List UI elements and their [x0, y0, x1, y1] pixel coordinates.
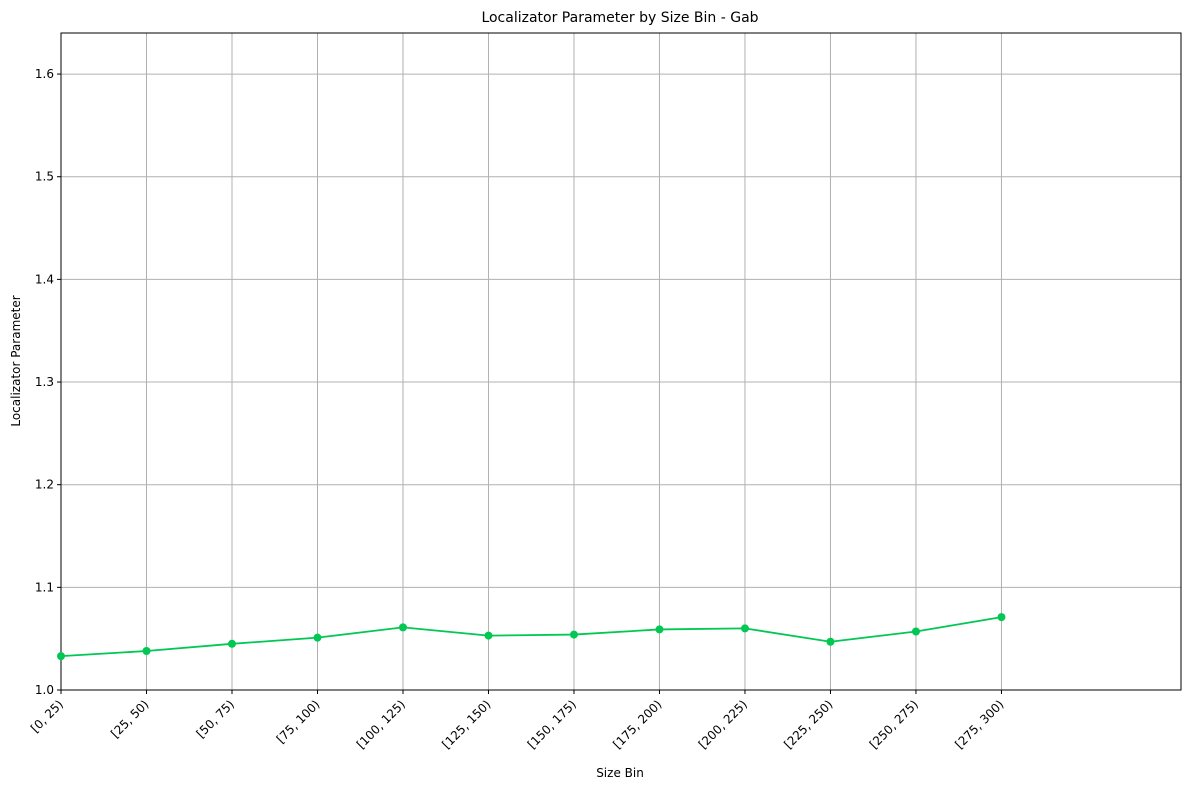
x-tick-label: [150, 175) — [525, 697, 579, 751]
data-point — [142, 646, 151, 655]
x-axis-title: Size Bin — [596, 766, 644, 780]
x-tick-label: [50, 75) — [194, 697, 238, 741]
y-tick-label: 1.1 — [35, 580, 54, 594]
data-point — [227, 639, 236, 648]
x-tick-label: [0, 25) — [28, 697, 66, 735]
data-point — [569, 630, 578, 639]
data-point — [911, 627, 920, 636]
x-tick-label: [125, 150) — [439, 697, 493, 751]
data-point — [997, 613, 1006, 622]
data-point — [826, 637, 835, 646]
x-tick-label: [175, 200) — [610, 697, 664, 751]
y-tick-label: 1.6 — [35, 67, 54, 81]
x-tick-label: [250, 275) — [867, 697, 921, 751]
data-point — [655, 625, 664, 634]
x-tick-label: [225, 250) — [781, 697, 835, 751]
x-tick-label: [25, 50) — [108, 697, 152, 741]
x-tick-label: [275, 300) — [952, 697, 1006, 751]
chart-title: Localizator Parameter by Size Bin - Gab — [481, 10, 758, 26]
series-line — [60, 616, 1002, 658]
x-tick-label: [100, 125) — [354, 697, 408, 751]
x-tick-label: [200, 225) — [696, 697, 750, 751]
data-point — [740, 624, 749, 633]
y-tick-label: 1.5 — [35, 170, 54, 184]
data-point — [313, 633, 322, 642]
data-point — [484, 631, 493, 640]
data-point — [398, 623, 407, 632]
y-tick-label: 1.3 — [35, 375, 54, 389]
y-axis-title: Localizator Parameter — [9, 295, 23, 426]
data-point — [57, 652, 65, 661]
series-layer — [57, 613, 1006, 661]
grid — [60, 33, 1181, 691]
x-axis: [0, 25) [25, 50) [50, 75) [75, 100) [100, 12… — [28, 690, 1007, 752]
y-axis: 1.0 1.1 1.2 1.3 1.4 1.5 1.6 — [35, 67, 61, 697]
y-tick-label: 1.4 — [35, 272, 54, 286]
y-tick-label: 1.0 — [35, 683, 54, 697]
x-tick-label: [75, 100) — [274, 697, 323, 746]
y-tick-label: 1.2 — [35, 478, 54, 492]
plot-area — [60, 32, 1182, 691]
